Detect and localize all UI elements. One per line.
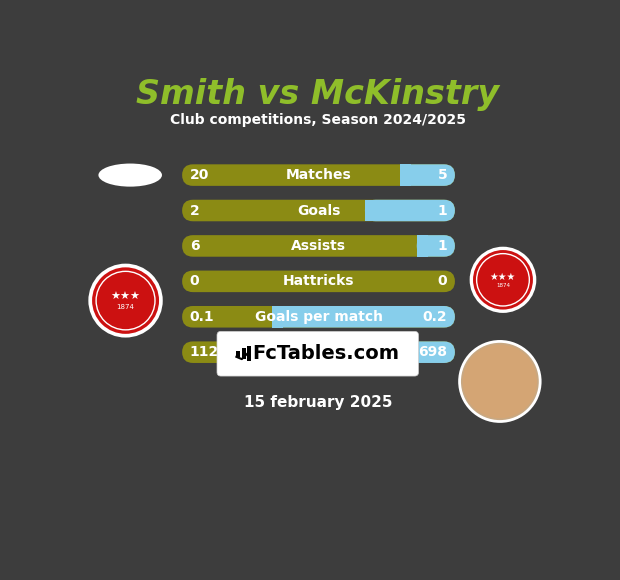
- Ellipse shape: [99, 164, 162, 187]
- Text: 1874: 1874: [496, 282, 510, 288]
- FancyBboxPatch shape: [351, 342, 455, 363]
- FancyBboxPatch shape: [217, 331, 418, 376]
- Text: ★★★: ★★★: [490, 271, 516, 282]
- Bar: [351, 342, 361, 363]
- Text: 1: 1: [438, 239, 447, 253]
- Bar: [401, 164, 411, 186]
- Text: 15 february 2025: 15 february 2025: [244, 395, 392, 409]
- Text: 0.1: 0.1: [190, 310, 215, 324]
- Circle shape: [472, 249, 534, 311]
- Text: 6: 6: [190, 239, 200, 253]
- Text: 698: 698: [418, 345, 447, 359]
- FancyBboxPatch shape: [182, 235, 455, 257]
- Text: 1874: 1874: [117, 304, 135, 310]
- Circle shape: [91, 266, 161, 335]
- FancyBboxPatch shape: [182, 164, 455, 186]
- Bar: [417, 235, 428, 257]
- Text: 0: 0: [438, 274, 447, 288]
- FancyBboxPatch shape: [182, 271, 455, 292]
- Circle shape: [459, 342, 540, 422]
- FancyBboxPatch shape: [182, 342, 455, 363]
- Text: Goals: Goals: [297, 204, 340, 218]
- Text: 0: 0: [190, 274, 200, 288]
- Text: ★★★: ★★★: [110, 292, 141, 302]
- FancyBboxPatch shape: [401, 164, 455, 186]
- Text: Goals per match: Goals per match: [255, 310, 383, 324]
- Bar: [236, 351, 241, 357]
- Text: Smith vs McKinstry: Smith vs McKinstry: [136, 78, 499, 111]
- Circle shape: [463, 345, 537, 418]
- Text: 0.2: 0.2: [423, 310, 447, 324]
- Text: Min per goal: Min per goal: [270, 345, 368, 359]
- FancyBboxPatch shape: [365, 200, 455, 222]
- Bar: [242, 349, 246, 359]
- Text: Club competitions, Season 2024/2025: Club competitions, Season 2024/2025: [170, 113, 466, 126]
- Text: Matches: Matches: [286, 168, 352, 182]
- Circle shape: [470, 246, 536, 313]
- Circle shape: [89, 264, 162, 338]
- Text: FcTables.com: FcTables.com: [252, 345, 399, 363]
- Bar: [272, 306, 283, 328]
- Text: 2: 2: [190, 204, 200, 218]
- Text: Assists: Assists: [291, 239, 346, 253]
- Text: 5: 5: [438, 168, 447, 182]
- Bar: [365, 200, 376, 222]
- FancyBboxPatch shape: [182, 200, 455, 222]
- Bar: [247, 346, 251, 361]
- Text: Hattricks: Hattricks: [283, 274, 354, 288]
- FancyBboxPatch shape: [417, 235, 455, 257]
- Text: 1: 1: [438, 204, 447, 218]
- FancyBboxPatch shape: [272, 306, 455, 328]
- Text: 1129: 1129: [190, 345, 229, 359]
- Text: 20: 20: [190, 168, 210, 182]
- FancyBboxPatch shape: [182, 306, 455, 328]
